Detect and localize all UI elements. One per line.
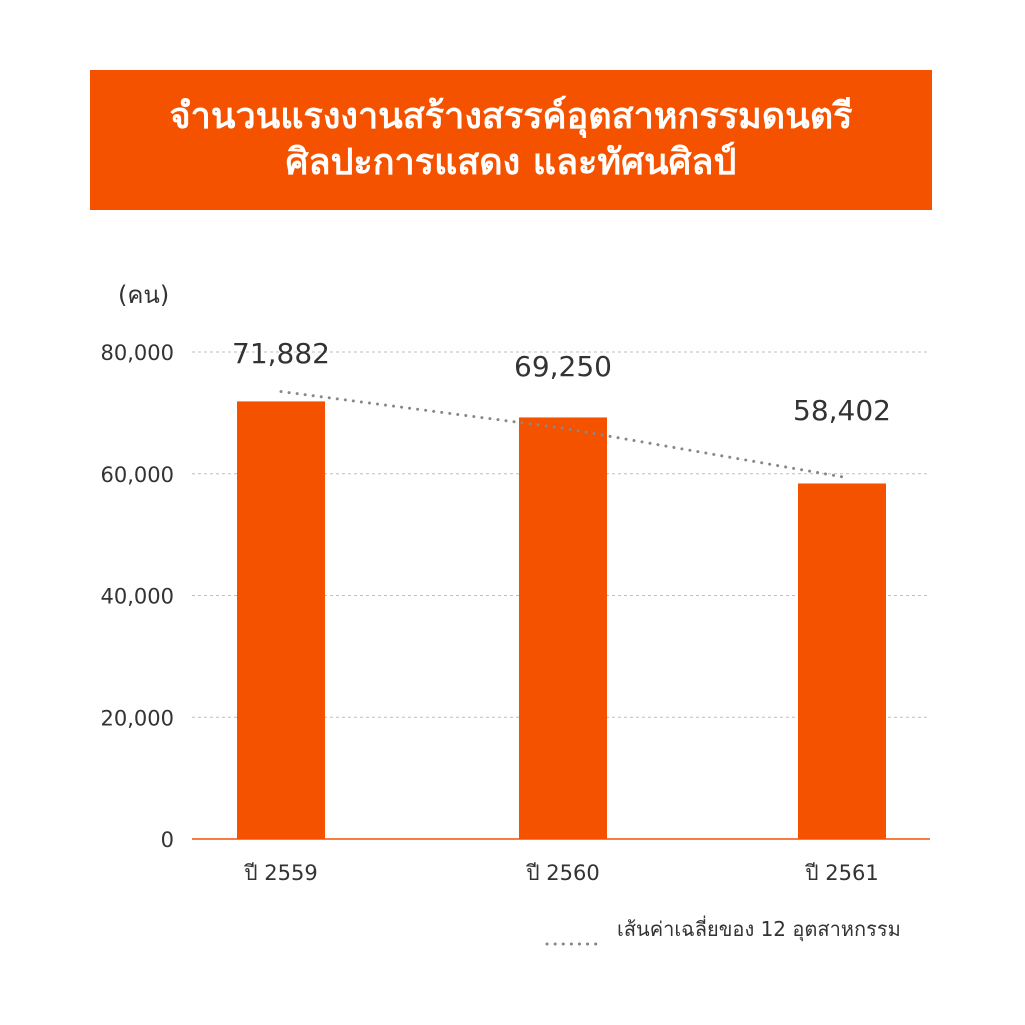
y-axis-unit-label: (คน) <box>118 281 169 309</box>
y-tick-label: 20,000 <box>101 706 174 730</box>
legend: เส้นค่าเฉลี่ยของ 12 อุตสาหกรรม <box>545 914 901 946</box>
data-label: 58,402 <box>793 394 891 427</box>
legend-label-trend-line: เส้นค่าเฉลี่ยของ 12 อุตสาหกรรม <box>617 917 901 941</box>
bar <box>519 417 607 839</box>
data-label: 71,882 <box>232 337 330 370</box>
bar <box>798 483 886 839</box>
x-tick-label: ปี 2561 <box>805 861 879 885</box>
data-label: 69,250 <box>514 350 612 383</box>
x-tick-label: ปี 2559 <box>244 861 318 885</box>
bar <box>237 401 325 839</box>
y-tick-label: 40,000 <box>101 585 174 609</box>
y-tick-label: 60,000 <box>101 463 174 487</box>
trend-line-legend-swatch <box>545 927 605 946</box>
y-tick-label: 0 <box>161 828 174 852</box>
trend-line <box>279 390 844 479</box>
y-tick-label: 80,000 <box>101 341 174 365</box>
x-tick-label: ปี 2560 <box>526 861 600 885</box>
title-banner: จำนวนแรงงานสร้างสรรค์อุตสาหกรรมดนตรี ศิล… <box>90 70 932 210</box>
chart-title-line-1: จำนวนแรงงานสร้างสรรค์อุตสาหกรรมดนตรี <box>169 96 853 137</box>
chart-title-line-2: ศิลปะการแสดง และทัศนศิลป์ <box>285 142 737 183</box>
